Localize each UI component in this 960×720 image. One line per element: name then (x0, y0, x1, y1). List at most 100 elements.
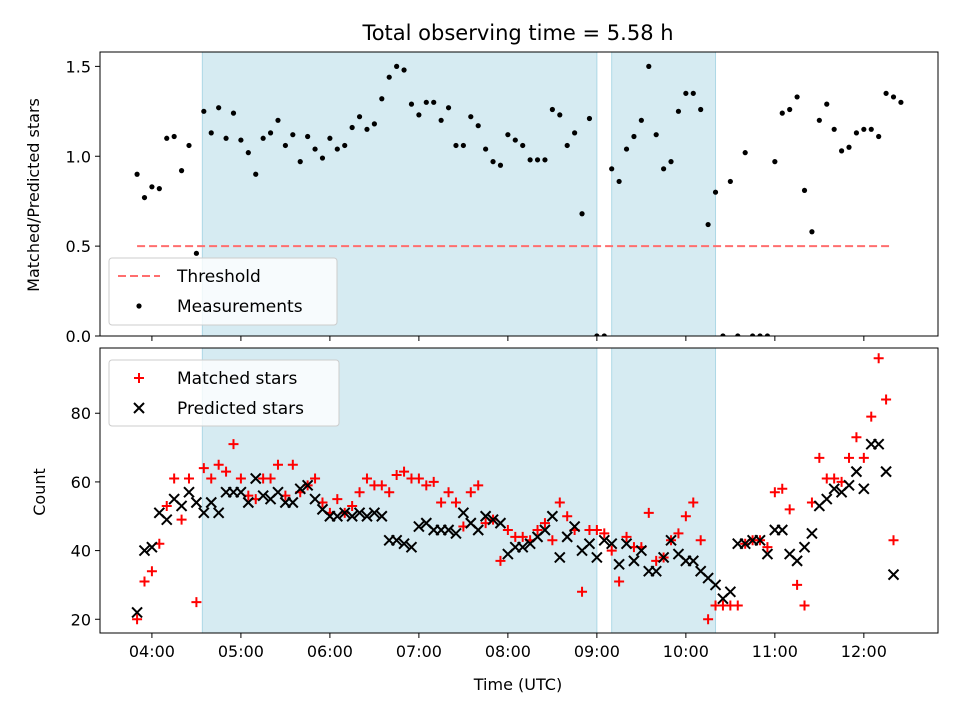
predicted-star-point (376, 510, 388, 522)
matched-star-point (347, 500, 358, 511)
predicted-star-point (257, 489, 269, 502)
measurement-point (260, 135, 266, 141)
measurement-point (171, 133, 177, 140)
matched-star-point (421, 480, 432, 491)
legend: Threshold Measurements (108, 257, 338, 326)
measurement-point (245, 150, 251, 156)
measurement-point (216, 105, 222, 111)
matched-star-point (547, 535, 558, 546)
matched-star-point (777, 483, 788, 494)
matched-star-point (614, 576, 625, 587)
matched-star-point (228, 439, 239, 450)
predicted-star-point (798, 541, 811, 553)
predicted-star-point (287, 496, 299, 509)
predicted-star-point (457, 507, 470, 519)
legend-measurement-swatch (136, 303, 142, 309)
matched-star-point (235, 473, 246, 484)
top-panel: 0.0 0.5 1.0 1.5 Threshold Measurements (66, 51, 939, 346)
predicted-star-point (546, 510, 559, 522)
predicted-star-point (138, 544, 151, 557)
measurement-point (794, 94, 800, 100)
measurement-point (698, 106, 704, 113)
matched-star-point (577, 586, 588, 597)
measurement-point (223, 135, 229, 141)
predicted-star-point (205, 496, 217, 509)
predicted-star-point (301, 479, 314, 492)
matched-star-point (272, 459, 283, 470)
matched-star-point (495, 555, 506, 566)
measurement-point (149, 184, 155, 190)
predicted-star-point (880, 465, 892, 478)
measurement-point (497, 162, 504, 168)
measurement-point (690, 90, 696, 96)
matched-star-point (562, 511, 573, 522)
predicted-star-point (183, 486, 195, 498)
predicted-star-point (806, 527, 818, 540)
matched-star-point (673, 528, 684, 539)
matched-star-point (762, 542, 773, 553)
matched-star-point (688, 497, 699, 508)
predicted-star-point (791, 555, 803, 567)
measurement-point (416, 112, 422, 118)
measurement-point (564, 142, 570, 149)
measurement-point (616, 178, 622, 185)
measurement-point (386, 74, 392, 80)
matched-star-point (814, 452, 825, 463)
matched-star-point (465, 487, 476, 498)
matched-star-point (161, 500, 172, 511)
measurement-point (186, 142, 192, 149)
predicted-star-point (398, 538, 410, 550)
measurement-point (178, 168, 185, 174)
measurement-point (408, 101, 415, 107)
y-tick-label: 20 (71, 610, 91, 629)
measurement-point (801, 187, 808, 194)
predicted-star-point (368, 507, 381, 519)
measurement-point (542, 157, 548, 163)
matched-star-point (191, 597, 202, 608)
measurement-point (305, 133, 311, 140)
x-tick-label: 04:00 (129, 642, 175, 661)
predicted-star-point (709, 579, 722, 591)
x-tick-label: 07:00 (396, 642, 442, 661)
measurement-point (520, 142, 526, 149)
measurement-point (290, 132, 296, 138)
predicted-star-point (346, 510, 358, 522)
predicted-star-point (272, 486, 284, 498)
measurement-point (683, 90, 689, 96)
measurement-point (809, 229, 815, 235)
matched-star-point (213, 459, 224, 470)
measurement-point (445, 105, 452, 111)
matched-star-point (183, 473, 194, 484)
predicted-star-point (761, 548, 774, 560)
matched-star-point (643, 507, 654, 518)
matched-star-point (428, 476, 439, 487)
measurement-point (253, 171, 259, 177)
legend-matched-swatch (134, 373, 144, 383)
matched-star-point (732, 600, 743, 611)
y-tick-label: 0.5 (66, 237, 91, 256)
predicted-star-point (517, 541, 529, 553)
matched-star-point (703, 614, 714, 625)
measurement-point (431, 99, 437, 105)
measurement-point (831, 126, 837, 132)
matched-star-point (361, 473, 372, 484)
measurement-point (779, 110, 785, 116)
y-tick-label: 40 (71, 542, 91, 561)
legend-threshold-label: Threshold (176, 267, 261, 287)
measurement-point (512, 137, 518, 143)
y-tick-label: 80 (71, 404, 91, 423)
predicted-star-point (413, 520, 425, 533)
predicted-star-point (887, 568, 900, 581)
legend: Matched stars Predicted stars (108, 359, 340, 427)
predicted-star-point (250, 472, 262, 485)
matched-star-point (169, 473, 180, 484)
matched-star-point (502, 524, 513, 535)
measurement-point (201, 108, 207, 114)
measurement-point (527, 157, 533, 163)
matched-star-point (146, 566, 157, 577)
matched-star-point (873, 353, 884, 364)
matched-star-point (198, 463, 209, 474)
measurement-point (282, 142, 288, 149)
measurement-point (705, 221, 711, 228)
matched-star-point (591, 524, 602, 535)
